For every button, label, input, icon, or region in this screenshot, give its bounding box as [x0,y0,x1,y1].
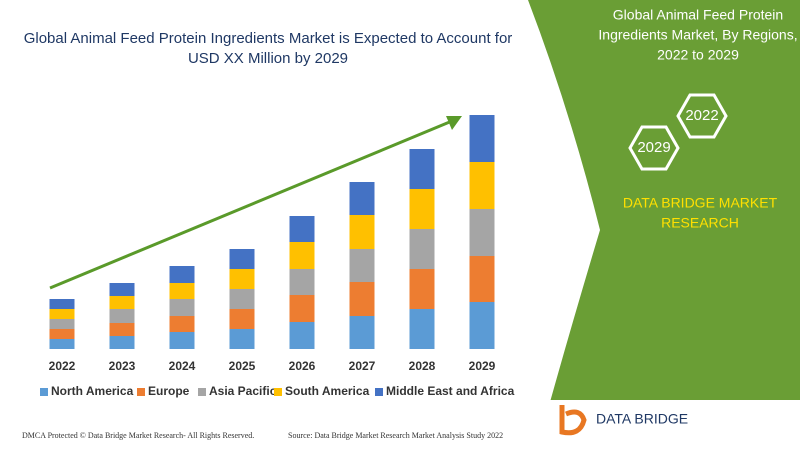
bar-segment [349,316,375,349]
logo-box [545,400,800,450]
hexagon [628,125,680,171]
bar-segment [169,283,195,299]
x-tick-label: 2029 [469,359,496,373]
x-tick-label: 2025 [229,359,256,373]
x-tick-label: 2024 [169,359,196,373]
legend-label: Asia Pacific [209,384,277,398]
bar-segment [469,256,495,302]
bar-segment [229,309,255,329]
bar-segment [109,283,135,296]
bar-segment [289,322,315,349]
bar-segment [229,249,255,269]
bar-segment [469,115,495,162]
bar-segment [169,316,195,332]
bar-segment [349,282,375,316]
legend-swatch [375,388,383,396]
brand-text: RESEARCH [661,215,739,231]
bar-segment [289,269,315,295]
legend-label: Europe [148,384,190,398]
legend-label: Middle East and Africa [386,384,515,398]
legend-swatch [274,388,282,396]
bar-segment [409,149,435,189]
bar-segment [49,319,75,329]
bar-segment [289,295,315,322]
legend-swatch [137,388,145,396]
bar-segment [169,266,195,283]
bar-segment [289,216,315,242]
panel-title: Ingredients Market, By Regions, [598,27,797,43]
bar-segment [109,296,135,309]
bar-segment [469,209,495,256]
x-tick-label: 2022 [49,359,76,373]
bar-segment [469,162,495,209]
x-tick-label: 2027 [349,359,376,373]
growth-arrow [49,119,453,290]
bar-segment [409,309,435,349]
bar-segment [169,332,195,349]
hexagon [676,93,728,139]
bar-segment [49,299,75,309]
arrow-head [446,116,462,130]
chart-title: USD XX Million by 2029 [188,50,348,67]
logo-mark [559,405,587,436]
legend-swatch [40,388,48,396]
panel-title: 2022 to 2029 [657,47,739,63]
footer-source: Source: Data Bridge Market Research Mark… [288,431,503,440]
x-tick-label: 2026 [289,359,316,373]
bar-segment [229,269,255,289]
hex-year: 2022 [685,107,718,124]
bar-segment [49,339,75,349]
bar-segment [349,182,375,215]
panel-title: Global Animal Feed Protein [613,7,783,23]
legend-label: North America [51,384,134,398]
bar-segment [109,336,135,349]
brand-text: DATA BRIDGE MARKET [623,195,778,211]
x-tick-label: 2023 [109,359,136,373]
legend-label: South America [285,384,370,398]
bar-segment [409,229,435,269]
bar-segment [229,329,255,349]
bar-segment [49,329,75,339]
bar-segment [169,299,195,316]
bar-segment [349,249,375,282]
green-panel [528,0,800,420]
x-tick-label: 2028 [409,359,436,373]
bar-segment [409,189,435,229]
logo-text: DATA BRIDGE [596,411,688,427]
bar-segment [469,302,495,349]
bar-segment [409,269,435,309]
chart-title: Global Animal Feed Protein Ingredients M… [24,30,513,47]
bar-segment [109,309,135,323]
footer-dmca: DMCA Protected © Data Bridge Market Rese… [22,431,254,440]
bar-segment [289,242,315,269]
bar-segment [109,323,135,336]
bar-segment [49,309,75,319]
legend-swatch [198,388,206,396]
bar-segment [229,289,255,309]
bar-segment [349,215,375,249]
hex-year: 2029 [637,139,670,156]
